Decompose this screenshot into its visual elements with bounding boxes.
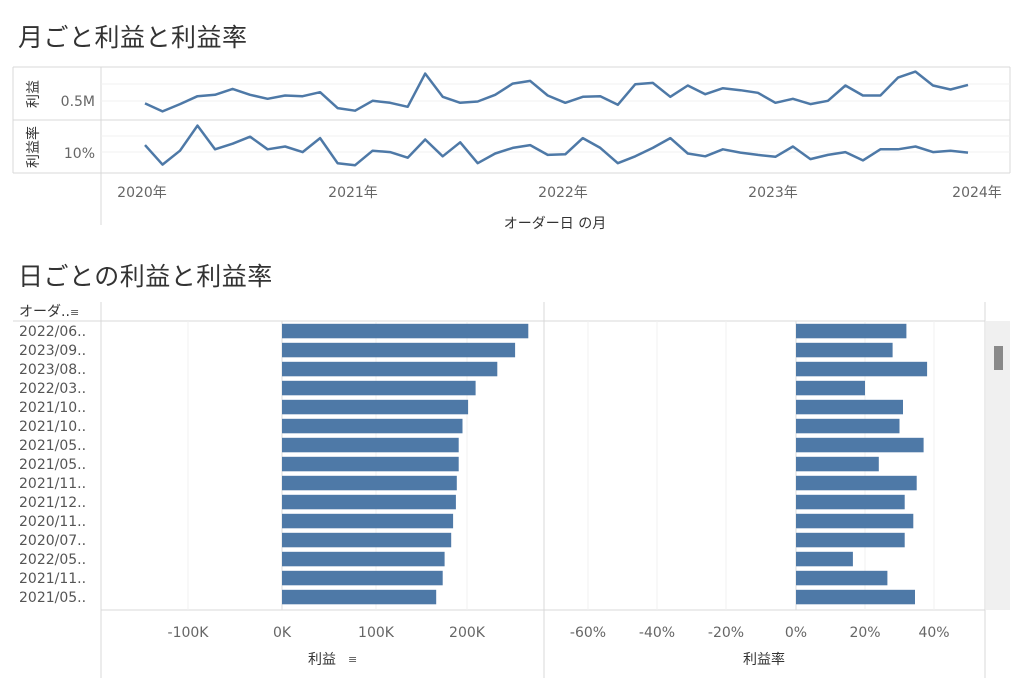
- x-tick-2023: 2023年: [748, 185, 798, 201]
- chart1-title: 月ごと利益と利益率: [18, 23, 248, 52]
- line-series-profit: [144, 70, 969, 113]
- profit-bar: [282, 418, 463, 434]
- profit-rate-bar: [796, 570, 888, 586]
- rate-tick-0: 0%: [785, 625, 807, 641]
- profit-tick-200k: 200K: [449, 625, 486, 641]
- profit-rate-bar: [796, 456, 879, 472]
- profit-rate-bar: [796, 399, 903, 415]
- profit-bar: [282, 456, 459, 472]
- row-header-sort-icon: ≡: [70, 306, 79, 319]
- profit-bar: [282, 342, 516, 358]
- profit-rate-bar: [796, 437, 924, 453]
- chart1-profit-tick: 0.5M: [61, 94, 95, 110]
- x-tick-2024: 2024年: [952, 185, 1002, 201]
- row-label: 2023/08..: [19, 362, 86, 378]
- profit-bar: [282, 551, 445, 567]
- profit-bar: [282, 437, 459, 453]
- profit-axis-sort-icon: ≡: [348, 653, 357, 666]
- row-label: 2022/06..: [19, 324, 86, 340]
- profit-rate-bar: [796, 589, 915, 605]
- chart2-gridlines: [187, 321, 935, 610]
- profit-bar: [282, 532, 452, 548]
- profit-bar: [282, 494, 456, 510]
- row-label: 2021/11..: [19, 476, 86, 492]
- chart1-rate-row-label: 利益率: [25, 126, 42, 168]
- row-label: 2021/05..: [19, 590, 86, 606]
- profit-rate-bar: [796, 475, 917, 491]
- chart2-title: 日ごとの利益と利益率: [18, 262, 273, 291]
- row-label: 2021/10..: [19, 419, 86, 435]
- profit-bar: [282, 380, 476, 396]
- rate-tick-neg60: -60%: [570, 625, 606, 641]
- profit-bar: [282, 475, 457, 491]
- rate-tick-40: 40%: [918, 625, 949, 641]
- row-label: 2021/12..: [19, 495, 86, 511]
- row-label: 2021/10..: [19, 400, 86, 416]
- profit-bar: [282, 570, 443, 586]
- row-label: 2021/05..: [19, 457, 86, 473]
- row-label: 2023/09..: [19, 343, 86, 359]
- row-label: 2022/05..: [19, 552, 86, 568]
- profit-bar: [282, 323, 529, 339]
- chart1-gridlines: [101, 83, 1010, 153]
- profit-tick-0k: 0K: [273, 625, 292, 641]
- rate-tick-neg20: -20%: [708, 625, 744, 641]
- profit-tick-neg100k: -100K: [168, 625, 210, 641]
- profit-bar: [282, 399, 469, 415]
- profit-rate-bar: [796, 342, 893, 358]
- rate-tick-neg40: -40%: [639, 625, 675, 641]
- profit-rate-bar: [796, 551, 853, 567]
- profit-tick-100k: 100K: [358, 625, 395, 641]
- row-label: 2021/11..: [19, 571, 86, 587]
- x-tick-2021: 2021年: [328, 185, 378, 201]
- profit-rate-bar: [796, 418, 900, 434]
- profit-bar: [282, 361, 498, 377]
- line-series-profit-rate: [144, 124, 969, 167]
- row-header-label: オーダ..: [19, 304, 70, 320]
- rate-tick-20: 20%: [849, 625, 880, 641]
- chart1-rate-tick: 10%: [64, 146, 95, 162]
- profit-bar: [282, 589, 437, 605]
- row-label: 2021/05..: [19, 438, 86, 454]
- rate-axis-title: 利益率: [743, 651, 785, 668]
- profit-rate-bar: [796, 532, 905, 548]
- profit-rate-bar: [796, 513, 914, 529]
- row-label: 2020/07..: [19, 533, 86, 549]
- monthly-profit-chart: 利益 利益率 0.5M 10% 2020年 2021年 2022年 2023年 …: [12, 66, 1011, 232]
- profit-rate-bar: [796, 494, 905, 510]
- row-label: 2022/03..: [19, 381, 86, 397]
- row-label: 2020/11..: [19, 514, 86, 530]
- profit-rate-bar: [796, 323, 907, 339]
- chart1-profit-row-label: 利益: [26, 80, 42, 108]
- profit-axis-title: 利益: [308, 652, 336, 668]
- chart1-x-axis-title: オーダー日 の月: [504, 216, 606, 232]
- profit-bar: [282, 513, 454, 529]
- x-tick-2020: 2020年: [117, 185, 167, 201]
- scrollbar-thumb[interactable]: [994, 346, 1003, 370]
- profit-rate-bar: [796, 380, 865, 396]
- x-tick-2022: 2022年: [538, 185, 588, 201]
- profit-rate-bar: [796, 361, 928, 377]
